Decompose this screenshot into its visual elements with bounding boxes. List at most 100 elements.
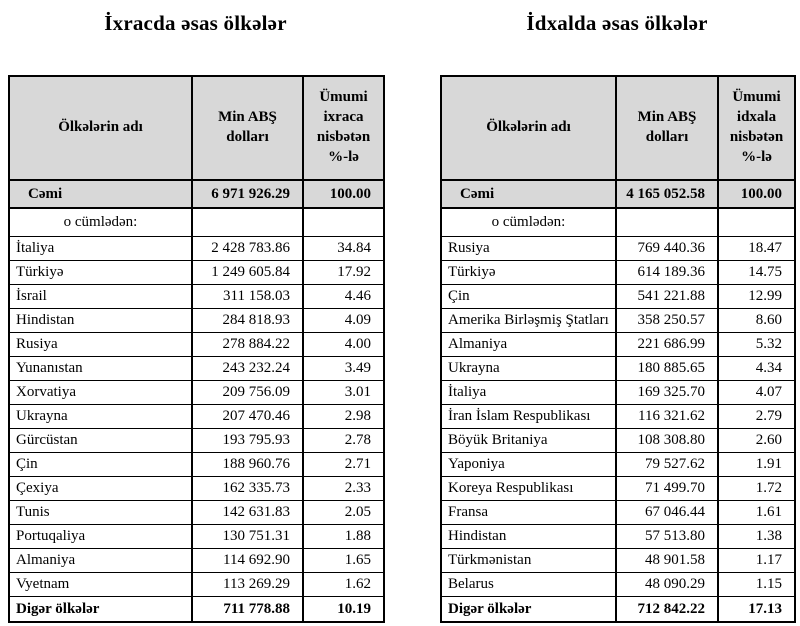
table-row: İsrail 311 158.03 4.46: [8, 284, 385, 309]
value-cell: 769 440.36: [615, 236, 719, 261]
pct-cell: 1.17: [717, 548, 796, 573]
country-cell: Portuqaliya: [8, 524, 193, 549]
value-cell: 358 250.57: [615, 308, 719, 333]
pct-cell: 4.00: [302, 332, 385, 357]
table-row: İtaliya 169 325.70 4.07: [440, 380, 796, 405]
pct-cell: 5.32: [717, 332, 796, 357]
import-col-country: Ölkələrin adı: [440, 75, 617, 181]
pct-cell: 1.91: [717, 452, 796, 477]
import-col-pct: Ümumi idxala nisbətən %-lə: [717, 75, 796, 181]
pct-cell: 1.72: [717, 476, 796, 501]
pct-cell: 17.92: [302, 260, 385, 285]
country-cell: Koreya Respublikası: [440, 476, 617, 501]
pct-cell: 1.38: [717, 524, 796, 549]
pct-cell: 12.99: [717, 284, 796, 309]
table-row: Rusiya 278 884.22 4.00: [8, 332, 385, 357]
subheading-label: o cümlədən:: [8, 207, 193, 237]
value-cell: 79 527.62: [615, 452, 719, 477]
export-col-pct: Ümumi ixraca nisbətən %-lə: [302, 75, 385, 181]
export-col-value: Min ABŞ dolları: [191, 75, 304, 181]
table-row: Çexiya 162 335.73 2.33: [8, 476, 385, 501]
value-cell: 162 335.73: [191, 476, 304, 501]
country-cell: Tunis: [8, 500, 193, 525]
table-row: Ukrayna 207 470.46 2.98: [8, 404, 385, 429]
value-cell: 114 692.90: [191, 548, 304, 573]
import-table: Ölkələrin adı Min ABŞ dolları Ümumi idxa…: [440, 75, 796, 623]
pct-cell: 1.61: [717, 500, 796, 525]
total-label: Cəmi: [440, 179, 617, 209]
table-row: Amerika Birləşmiş Ştatları 358 250.57 8.…: [440, 308, 796, 333]
pct-cell: 1.88: [302, 524, 385, 549]
value-cell: 1 249 605.84: [191, 260, 304, 285]
table-row: Tunis 142 631.83 2.05: [8, 500, 385, 525]
pct-cell: 2.60: [717, 428, 796, 453]
pct-cell: 1.15: [717, 572, 796, 597]
country-cell: Böyük Britaniya: [440, 428, 617, 453]
value-cell: 108 308.80: [615, 428, 719, 453]
pct-cell: 1.65: [302, 548, 385, 573]
country-cell: Rusiya: [8, 332, 193, 357]
table-row: Türkiyə 614 189.36 14.75: [440, 260, 796, 285]
import-table-title: İdxalda əsas ölkələr: [526, 11, 708, 35]
pct-cell: 14.75: [717, 260, 796, 285]
table-row: Hindistan 57 513.80 1.38: [440, 524, 796, 549]
other-value: 711 778.88: [191, 596, 304, 623]
import-subheading-row: o cümlədən:: [440, 207, 796, 237]
export-col-country: Ölkələrin adı: [8, 75, 193, 181]
pct-cell: 2.33: [302, 476, 385, 501]
country-cell: Almaniya: [8, 548, 193, 573]
total-value: 4 165 052.58: [615, 179, 719, 209]
value-cell: 48 090.29: [615, 572, 719, 597]
total-pct: 100.00: [302, 179, 385, 209]
value-cell: 614 189.36: [615, 260, 719, 285]
total-pct: 100.00: [717, 179, 796, 209]
table-row: Böyük Britaniya 108 308.80 2.60: [440, 428, 796, 453]
export-header-row: Ölkələrin adı Min ABŞ dolları Ümumi ixra…: [8, 75, 385, 181]
other-label: Digər ölkələr: [440, 596, 617, 623]
country-cell: Çin: [8, 452, 193, 477]
import-total-row: Cəmi 4 165 052.58 100.00: [440, 179, 796, 209]
country-cell: Belarus: [440, 572, 617, 597]
value-cell: 48 901.58: [615, 548, 719, 573]
table-row: Yunanıstan 243 232.24 3.49: [8, 356, 385, 381]
value-cell: 209 756.09: [191, 380, 304, 405]
pct-cell: 4.09: [302, 308, 385, 333]
table-row: Yaponiya 79 527.62 1.91: [440, 452, 796, 477]
value-cell: 188 960.76: [191, 452, 304, 477]
pct-cell: 18.47: [717, 236, 796, 261]
table-row: Çin 188 960.76 2.71: [8, 452, 385, 477]
export-table-title: İxracda əsas ölkələr: [104, 11, 287, 35]
value-cell: 142 631.83: [191, 500, 304, 525]
country-cell: Türkmənistan: [440, 548, 617, 573]
value-cell: 180 885.65: [615, 356, 719, 381]
import-col-value: Min ABŞ dolları: [615, 75, 719, 181]
empty-cell: [191, 207, 304, 237]
pct-cell: 4.07: [717, 380, 796, 405]
country-cell: Hindistan: [8, 308, 193, 333]
value-cell: 130 751.31: [191, 524, 304, 549]
total-value: 6 971 926.29: [191, 179, 304, 209]
country-cell: Çexiya: [8, 476, 193, 501]
pct-cell: 2.98: [302, 404, 385, 429]
pct-cell: 2.79: [717, 404, 796, 429]
other-pct: 17.13: [717, 596, 796, 623]
country-cell: Ukrayna: [8, 404, 193, 429]
export-total-row: Cəmi 6 971 926.29 100.00: [8, 179, 385, 209]
value-cell: 541 221.88: [615, 284, 719, 309]
country-cell: Türkiyə: [8, 260, 193, 285]
value-cell: 169 325.70: [615, 380, 719, 405]
value-cell: 207 470.46: [191, 404, 304, 429]
value-cell: 284 818.93: [191, 308, 304, 333]
table-row: Almaniya 114 692.90 1.65: [8, 548, 385, 573]
value-cell: 221 686.99: [615, 332, 719, 357]
value-cell: 116 321.62: [615, 404, 719, 429]
country-cell: Amerika Birləşmiş Ştatları: [440, 308, 617, 333]
value-cell: 311 158.03: [191, 284, 304, 309]
table-row: Vyetnam 113 269.29 1.62: [8, 572, 385, 597]
country-cell: Çin: [440, 284, 617, 309]
table-row: Almaniya 221 686.99 5.32: [440, 332, 796, 357]
country-cell: Gürcüstan: [8, 428, 193, 453]
empty-cell: [717, 207, 796, 237]
pct-cell: 3.01: [302, 380, 385, 405]
export-subheading-row: o cümlədən:: [8, 207, 385, 237]
